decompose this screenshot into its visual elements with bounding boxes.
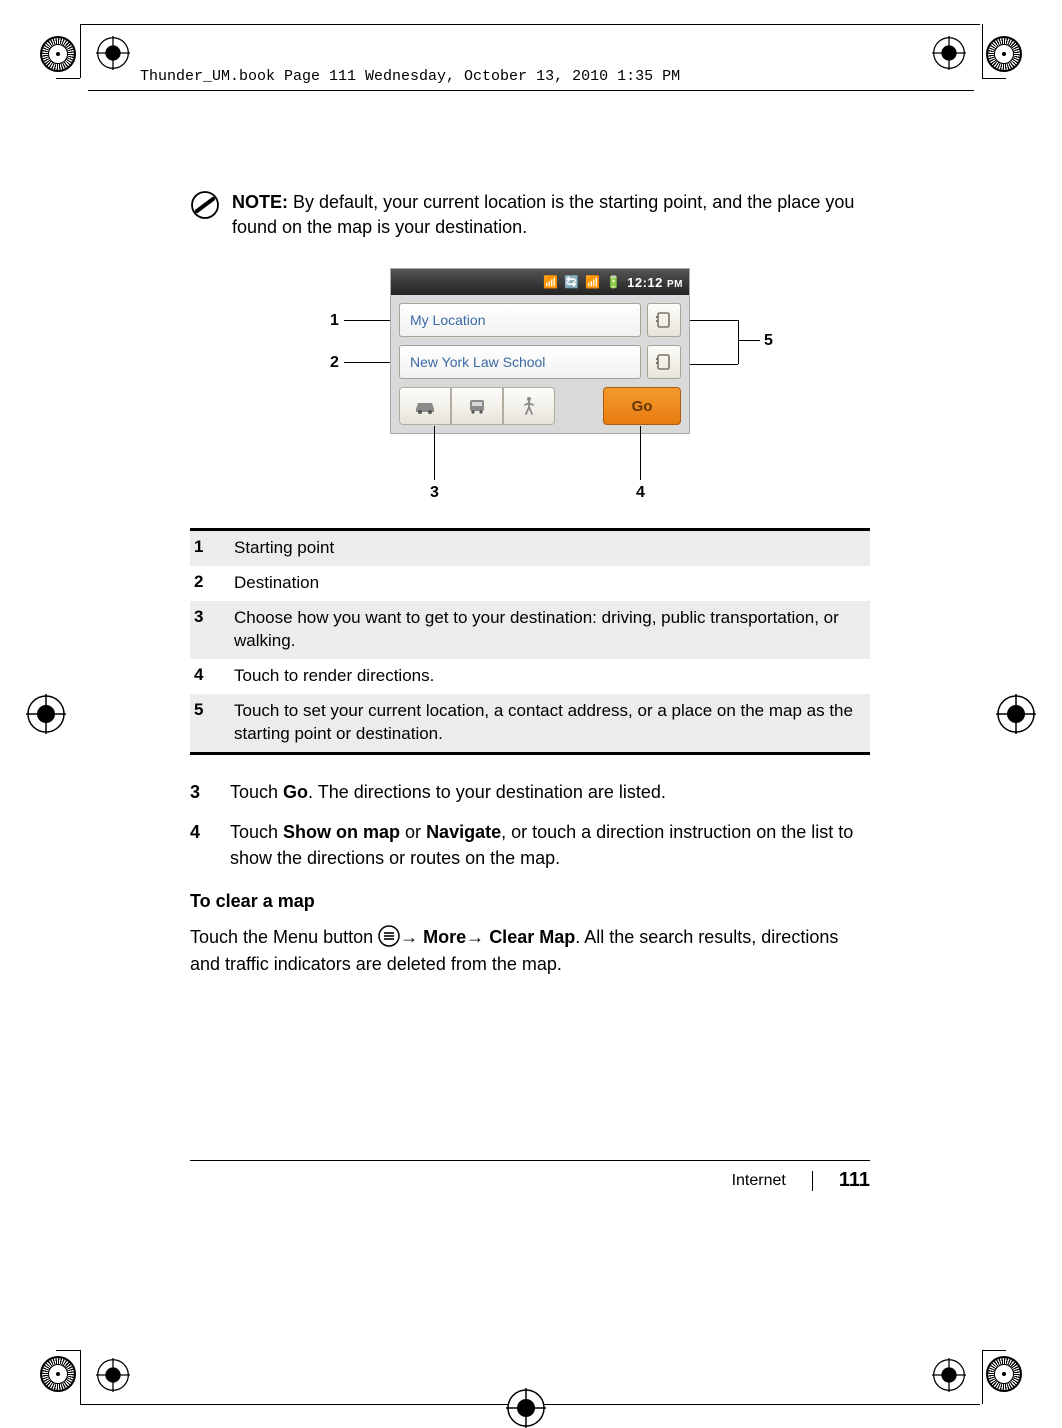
callout-3: 3 [430, 484, 439, 502]
footer-page-number: 111 [839, 1169, 870, 1192]
crop-tick [56, 78, 80, 79]
address-book-icon [655, 311, 673, 329]
sync-icon: 🔄 [564, 275, 579, 289]
leader-line [434, 426, 435, 480]
bus-icon [466, 397, 488, 415]
mode-driving-button[interactable] [399, 387, 451, 425]
signal-icon: 📶 [585, 275, 600, 289]
leader-line [738, 320, 739, 364]
subheading: To clear a map [190, 891, 870, 912]
directions-form: My Location New York Law School [391, 295, 689, 433]
go-button[interactable]: Go [603, 387, 681, 425]
dest-address-book-button[interactable] [647, 345, 681, 379]
callout-legend: 1Starting point 2Destination 3Choose how… [190, 528, 870, 755]
callout-5: 5 [764, 332, 773, 350]
phone-screenshot: 📶 🔄 📶 🔋 12:12 PM My Location New York La… [390, 268, 690, 434]
legend-row: 2Destination [190, 566, 870, 601]
crop-top-line [80, 24, 980, 25]
clear-map-paragraph: Touch the Menu button → More→ Clear Map.… [190, 924, 870, 978]
running-head-rule [88, 90, 974, 91]
mode-transit-button[interactable] [451, 387, 503, 425]
crop-right-top-v [982, 24, 983, 78]
registration-mark [986, 36, 1022, 72]
footer-separator [812, 1171, 813, 1191]
registration-target [996, 694, 1036, 734]
legend-row: 4Touch to render directions. [190, 659, 870, 694]
legend-row: 1Starting point [190, 531, 870, 566]
legend-row: 3Choose how you want to get to your dest… [190, 601, 870, 659]
crop-left-top-v [80, 24, 81, 78]
leader-line [690, 364, 738, 365]
crop-left-bottom-v [80, 1350, 81, 1404]
transport-mode-row: Go [399, 387, 681, 425]
dest-row: New York Law School [399, 345, 681, 379]
crop-tick [56, 1350, 80, 1351]
registration-target [96, 36, 130, 70]
address-book-icon [655, 353, 673, 371]
callout-4: 4 [636, 484, 645, 502]
instruction-steps: 3 Touch Go. The directions to your desti… [190, 779, 870, 871]
status-time: 12:12 PM [627, 275, 683, 290]
callout-1: 1 [330, 312, 339, 330]
registration-target [96, 1358, 130, 1392]
registration-mark [986, 1356, 1022, 1392]
leader-line [690, 320, 738, 321]
mode-walking-button[interactable] [503, 387, 555, 425]
registration-target [932, 1358, 966, 1392]
registration-target [932, 36, 966, 70]
dest-field[interactable]: New York Law School [399, 345, 641, 379]
page-footer: Internet 111 [190, 1160, 870, 1192]
note-label: NOTE: [232, 192, 288, 212]
start-row: My Location [399, 303, 681, 337]
registration-mark [40, 36, 76, 72]
leader-line [738, 340, 760, 341]
registration-mark [40, 1356, 76, 1392]
note-text: NOTE: By default, your current location … [232, 190, 870, 240]
page-content: NOTE: By default, your current location … [190, 190, 870, 978]
start-field[interactable]: My Location [399, 303, 641, 337]
crop-tick [982, 1350, 1006, 1351]
legend-row: 5Touch to set your current location, a c… [190, 694, 870, 752]
step-item: 3 Touch Go. The directions to your desti… [190, 779, 870, 805]
crop-right-bottom-v [982, 1350, 983, 1404]
battery-icon: 🔋 [606, 275, 621, 289]
note-block: NOTE: By default, your current location … [190, 190, 870, 240]
wifi-icon: 📶 [543, 275, 558, 289]
status-bar: 📶 🔄 📶 🔋 12:12 PM [391, 269, 689, 295]
footer-section: Internet [732, 1172, 786, 1190]
callout-2: 2 [330, 354, 339, 372]
start-address-book-button[interactable] [647, 303, 681, 337]
step-item: 4 Touch Show on map or Navigate, or touc… [190, 819, 870, 871]
directions-diagram: 1 2 📶 🔄 📶 🔋 12:12 PM My Location [270, 268, 790, 508]
note-body: By default, your current location is the… [232, 192, 854, 237]
running-head: Thunder_UM.book Page 111 Wednesday, Octo… [140, 68, 680, 85]
registration-target [26, 694, 66, 734]
car-icon [413, 397, 437, 415]
menu-button-icon [378, 925, 400, 947]
leader-line [640, 426, 641, 480]
crop-tick [982, 78, 1006, 79]
walk-icon [521, 396, 537, 416]
registration-target [506, 1388, 546, 1428]
note-icon [190, 190, 220, 220]
